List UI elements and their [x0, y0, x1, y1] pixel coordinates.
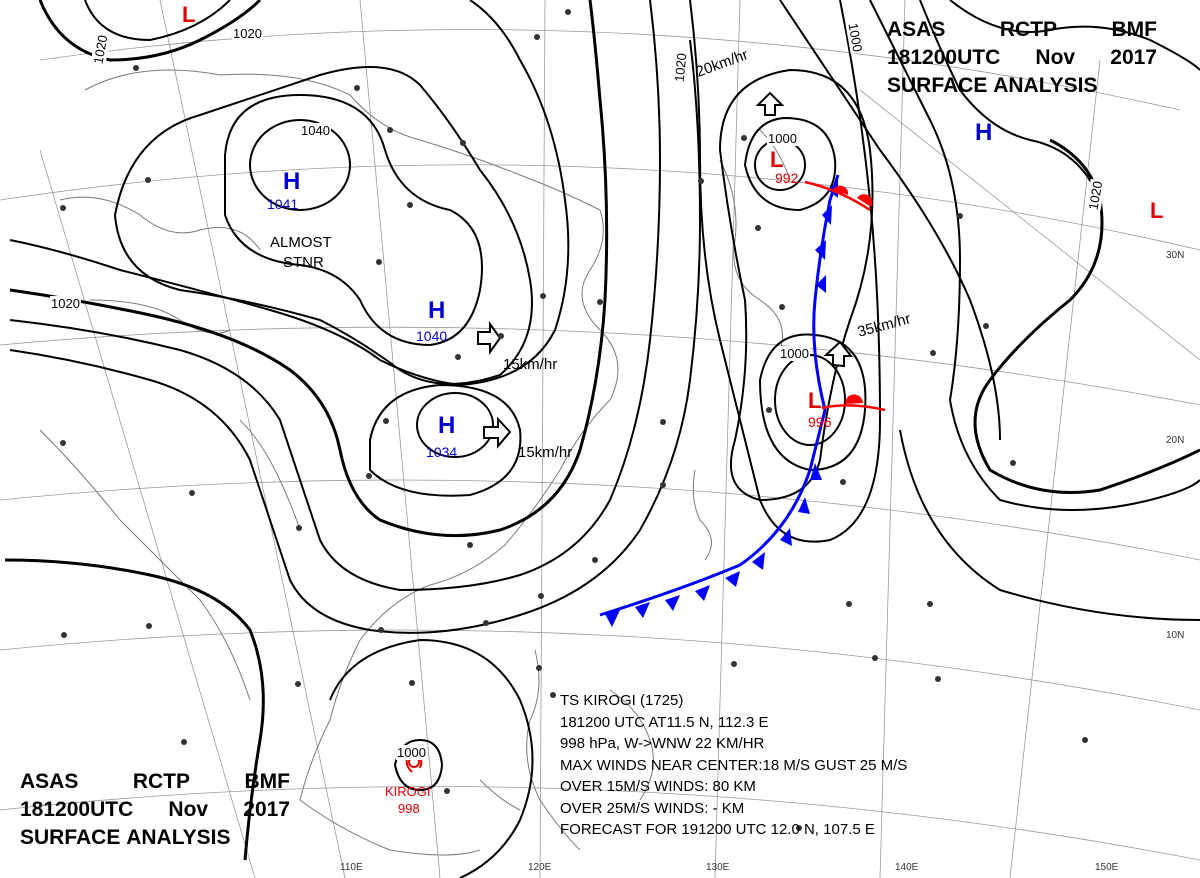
longitude-label: 150E [1095, 862, 1119, 873]
header-code: BMF [1111, 18, 1158, 41]
header-station: RCTP [999, 18, 1058, 41]
isobar-low-996 [774, 354, 846, 446]
motion-speed-label: 15km/hr [503, 356, 558, 373]
almost-label: ALMOST [270, 234, 332, 251]
typhoon-info-line: MAX WINDS NEAR CENTER:18 M/S GUST 25 M/S [560, 756, 908, 774]
kirogi-isobar-label: 1000 [396, 745, 427, 760]
header-station: RCTP [132, 770, 191, 793]
isobar-kirogi-1000 [393, 738, 444, 792]
chart-header-top: ASAS RCTP BMF 181200UTC Nov 2017 SURFACE… [887, 16, 1187, 100]
typhoon-info-line: FORECAST FOR 191200 UTC 12.0 N, 107.5 E [560, 821, 875, 838]
low-center-3: L [182, 2, 196, 27]
header-code: BMF [244, 770, 291, 793]
isobar-label: 1000 [779, 346, 810, 361]
isobar-label: 1020 [50, 296, 81, 311]
low-center-2: L [808, 388, 822, 413]
motion-speed-label: 15km/hr [518, 444, 573, 461]
header-month: Nov [168, 798, 209, 821]
typhoon-info-line: 181200 UTC AT11.5 N, 112.3 E [560, 713, 769, 731]
isobar-label: 1020 [232, 26, 263, 41]
high-pressure-3: 1034 [426, 444, 458, 460]
high-pressure-1: 1041 [267, 196, 299, 212]
isobar-high-center [224, 93, 483, 347]
isobars [4, 0, 1200, 878]
low-center-4: L [1150, 198, 1164, 223]
latitude-label: 30N [1166, 250, 1185, 261]
cold-front [599, 174, 840, 627]
low-center-1: L [770, 147, 784, 172]
latitude-lines [0, 29, 1200, 861]
longitude-label: 110E [340, 862, 363, 873]
chart-header-bottom: ASAS RCTP BMF 181200UTC Nov 2017 SURFACE… [20, 768, 320, 852]
high-center-4: H [975, 119, 993, 146]
typhoon-info-line: OVER 15M/S WINDS: 80 KM [560, 778, 756, 795]
motion-arrows [477, 91, 854, 449]
typhoon-info-line: TS KIROGI (1725) [560, 692, 684, 709]
high-center-2: H [428, 297, 446, 324]
header-time: 181200UTC [20, 798, 134, 821]
station-plots [60, 9, 1088, 831]
isobar-label: 1000 [767, 131, 798, 146]
isobar-label: 1040 [300, 123, 331, 138]
header-time: 181200UTC [887, 46, 1001, 69]
isobar-high-1040-west [249, 119, 351, 211]
header-surface: SURFACE [887, 74, 988, 97]
kirogi-pressure-label: 998 [398, 801, 420, 816]
stationary-label: STNR [283, 254, 324, 271]
low-pressure-2: 996 [808, 414, 832, 430]
header-agency: ASAS [20, 770, 79, 793]
isobar-high-1034 [416, 392, 494, 458]
longitude-label: 140E [895, 862, 919, 873]
high-center-1: H [283, 168, 301, 195]
kirogi-name-label: KIROGI [385, 784, 431, 799]
typhoon-info-line: OVER 25M/S WINDS: - KM [560, 799, 745, 817]
isobar-label: 1020 [671, 51, 690, 84]
low-pressure-1: 992 [775, 170, 799, 186]
header-agency: ASAS [887, 18, 946, 41]
header-analysis: ANALYSIS [126, 826, 231, 849]
latitude-label: 20N [1166, 435, 1185, 446]
longitude-lines [39, 0, 1200, 878]
warm-front [804, 180, 886, 412]
typhoon-info-block: TS KIROGI (1725) 181200 UTC AT11.5 N, 11… [560, 690, 980, 841]
longitude-label: 120E [528, 862, 552, 873]
latitude-label: 10N [1166, 630, 1185, 641]
typhoon-info-line: 998 hPa, W->WNW 22 KM/HR [560, 735, 765, 752]
longitude-label: 130E [706, 862, 730, 873]
high-center-3: H [438, 412, 456, 439]
header-year: 2017 [1110, 46, 1157, 69]
header-analysis: ANALYSIS [993, 74, 1098, 97]
high-pressure-2: 1040 [416, 328, 448, 344]
coastlines [39, 69, 791, 856]
header-surface: SURFACE [20, 826, 121, 849]
header-month: Nov [1035, 46, 1076, 69]
header-year: 2017 [243, 798, 290, 821]
